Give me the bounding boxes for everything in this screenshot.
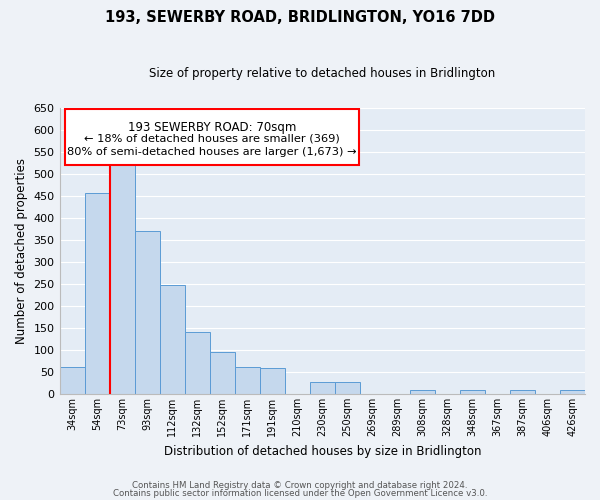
Text: 80% of semi-detached houses are larger (1,673) →: 80% of semi-detached houses are larger (… xyxy=(67,146,356,156)
Bar xyxy=(410,390,435,394)
Y-axis label: Number of detached properties: Number of detached properties xyxy=(15,158,28,344)
Bar xyxy=(310,382,335,394)
Title: Size of property relative to detached houses in Bridlington: Size of property relative to detached ho… xyxy=(149,68,496,80)
Bar xyxy=(85,192,110,394)
Text: Contains HM Land Registry data © Crown copyright and database right 2024.: Contains HM Land Registry data © Crown c… xyxy=(132,481,468,490)
Bar xyxy=(460,390,485,394)
Bar xyxy=(160,285,185,394)
Text: Contains public sector information licensed under the Open Government Licence v3: Contains public sector information licen… xyxy=(113,488,487,498)
Bar xyxy=(59,366,85,394)
X-axis label: Distribution of detached houses by size in Bridlington: Distribution of detached houses by size … xyxy=(164,444,481,458)
Text: ← 18% of detached houses are smaller (369): ← 18% of detached houses are smaller (36… xyxy=(84,134,340,144)
Bar xyxy=(209,352,235,394)
Bar xyxy=(185,332,209,394)
Bar xyxy=(110,165,134,394)
Bar xyxy=(560,390,585,394)
Text: 193, SEWERBY ROAD, BRIDLINGTON, YO16 7DD: 193, SEWERBY ROAD, BRIDLINGTON, YO16 7DD xyxy=(105,10,495,25)
Bar xyxy=(235,366,260,394)
Bar xyxy=(260,368,285,394)
Text: 193 SEWERBY ROAD: 70sqm: 193 SEWERBY ROAD: 70sqm xyxy=(128,121,296,134)
Bar xyxy=(510,390,535,394)
Bar xyxy=(335,382,360,394)
Bar xyxy=(134,231,160,394)
FancyBboxPatch shape xyxy=(65,110,359,165)
